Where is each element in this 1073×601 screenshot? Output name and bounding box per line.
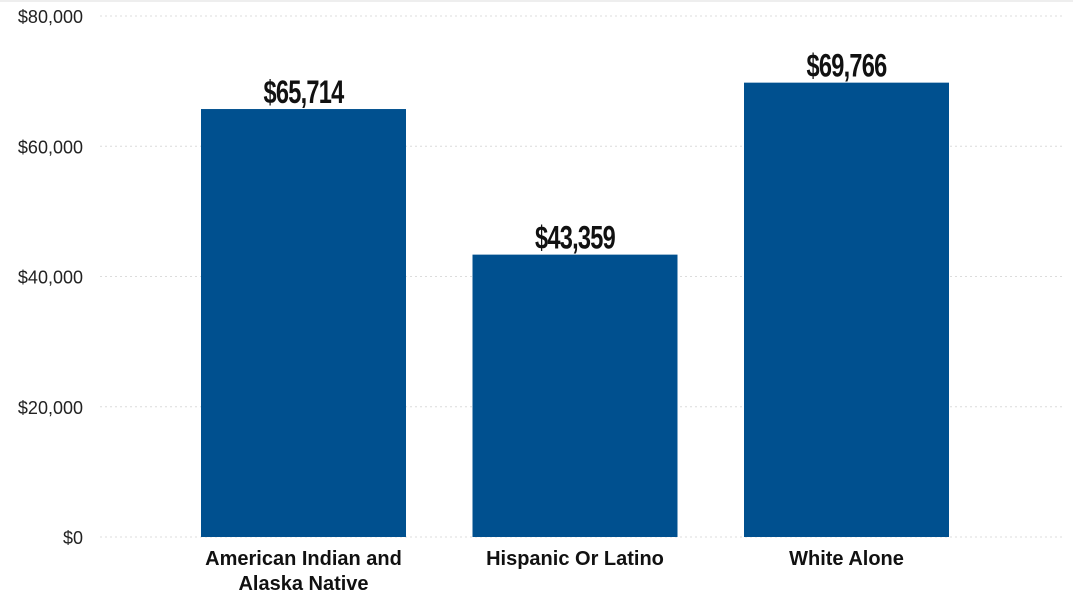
x-tick-label-line: American Indian and: [205, 548, 402, 570]
data-label: $69,766: [807, 48, 887, 84]
bar[interactable]: [744, 82, 949, 537]
x-tick-label-line: White Alone: [789, 548, 904, 570]
bar[interactable]: [201, 109, 406, 538]
x-tick-label: Hispanic Or Latino: [486, 548, 664, 570]
data-labels: $65,714 $43,359 $69,766: [264, 48, 888, 256]
x-tick-label: American Indian and Alaska Native: [205, 548, 402, 595]
bar[interactable]: [472, 254, 678, 537]
y-tick-label: $40,000: [18, 268, 83, 288]
chart-top-border: [0, 0, 1073, 2]
x-tick-label-line: Hispanic Or Latino: [486, 548, 664, 570]
x-axis: American Indian and Alaska Native Hispanic…: [205, 548, 904, 595]
y-tick-label: $20,000: [18, 398, 83, 418]
data-label: $43,359: [535, 220, 615, 256]
y-tick-label: $60,000: [18, 137, 83, 157]
x-tick-label: White Alone: [789, 548, 904, 570]
y-tick-label: $0: [63, 528, 83, 548]
y-axis: $0 $20,000 $40,000 $60,000 $80,000: [18, 7, 83, 548]
bars: [201, 82, 949, 538]
y-tick-label: $80,000: [18, 7, 83, 27]
x-tick-label-line: Alaska Native: [238, 573, 368, 595]
data-label: $65,714: [264, 74, 345, 110]
